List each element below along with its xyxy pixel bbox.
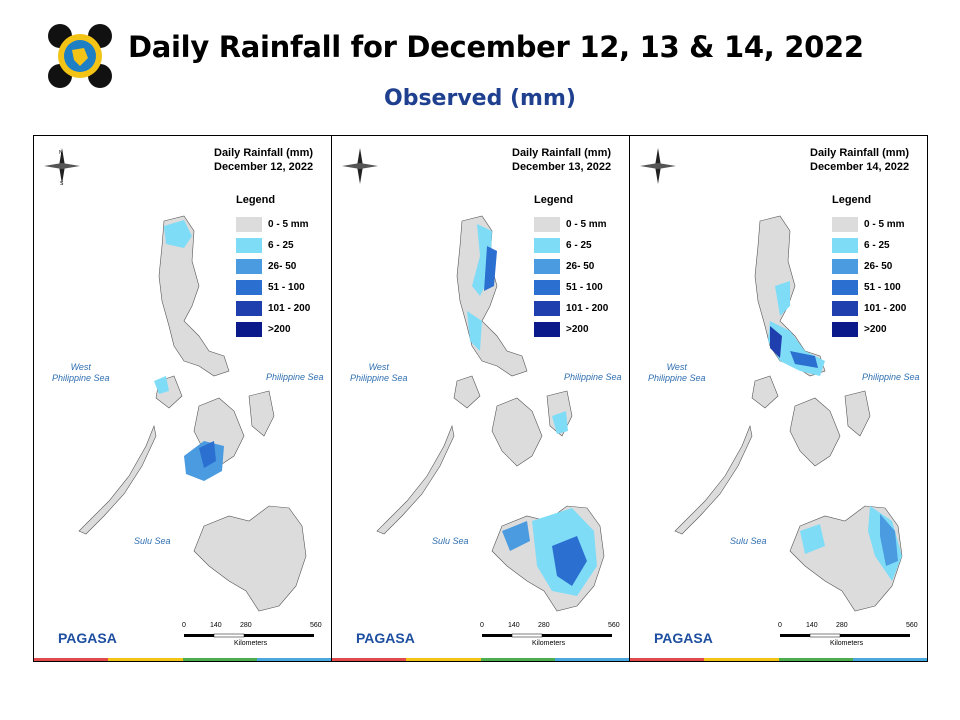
legend-title: Legend: [832, 194, 872, 206]
sea-label-west: West Philippine Sea: [648, 362, 706, 383]
legend-item: 0 - 5 mm: [236, 216, 309, 232]
legend-item: 26- 50: [832, 258, 892, 274]
philippines-map: [376, 215, 605, 612]
legend-title: Legend: [236, 194, 276, 206]
compass-rose: [638, 146, 678, 186]
pagasa-logo: [48, 24, 112, 88]
legend-item: 101 - 200: [832, 300, 906, 316]
panel-title-line2: December 12, 2022: [214, 161, 314, 173]
panel-title: Daily Rainfall (mm) December 13, 2022: [512, 146, 611, 174]
legend-item: 0 - 5 mm: [832, 216, 905, 232]
footer-bar: [630, 658, 927, 661]
panel-title-line1: Daily Rainfall (mm): [512, 147, 612, 159]
sea-label-east: Philippine Sea: [266, 372, 324, 382]
philippines-map: [78, 215, 307, 612]
legend-item: 101 - 200: [236, 300, 310, 316]
panel-title-line2: December 13, 2022: [512, 161, 612, 173]
legend-item: 6 - 25: [534, 237, 592, 253]
page-title: Daily Rainfall for December 12, 13 & 14,…: [128, 30, 864, 64]
sea-label-east: Philippine Sea: [862, 372, 920, 382]
footer-bar: [34, 658, 331, 661]
sea-label-sulu: Sulu Sea: [134, 536, 171, 546]
scale-bar: 0 140 280 560 Kilometers: [182, 622, 322, 647]
legend-item: 26- 50: [236, 258, 296, 274]
legend-item: 26- 50: [534, 258, 594, 274]
panel-title-line1: Daily Rainfall (mm): [214, 147, 314, 159]
sea-label-sulu: Sulu Sea: [730, 536, 767, 546]
legend-item: 6 - 25: [832, 237, 890, 253]
panel-title-line2: December 14, 2022: [810, 161, 910, 173]
pagasa-footer-logo: PAGASA: [58, 630, 117, 646]
compass-rose: [340, 146, 380, 186]
page-subtitle: Observed (mm): [384, 86, 576, 111]
legend-item: 101 - 200: [534, 300, 608, 316]
legend-item: 51 - 100: [832, 279, 901, 295]
legend-title: Legend: [534, 194, 574, 206]
sea-label-east: Philippine Sea: [564, 372, 622, 382]
pagasa-footer-logo: PAGASA: [654, 630, 713, 646]
footer-bar: [332, 658, 629, 661]
panel-title: Daily Rainfall (mm) December 14, 2022: [810, 146, 909, 174]
legend-item: 6 - 25: [236, 237, 294, 253]
panel-title: Daily Rainfall (mm) December 12, 2022: [214, 146, 313, 174]
legend-item: >200: [534, 321, 589, 337]
legend-item: 0 - 5 mm: [534, 216, 607, 232]
svg-text:N: N: [59, 150, 63, 156]
legend-item: 51 - 100: [534, 279, 603, 295]
sea-label-west: West Philippine Sea: [350, 362, 408, 383]
svg-text:S: S: [60, 181, 64, 186]
pagasa-footer-logo: PAGASA: [356, 630, 415, 646]
map-panel-dec-14: Daily Rainfall (mm) December 14, 2022 Le…: [630, 136, 927, 661]
map-panel-dec-13: Daily Rainfall (mm) December 13, 2022 Le…: [332, 136, 630, 661]
philippines-map: [674, 215, 903, 612]
legend-item: >200: [236, 321, 291, 337]
scale-bar: 0 140 280 560 Kilometers: [480, 622, 620, 647]
scale-bar: 0 140 280 560 Kilometers: [778, 622, 918, 647]
sea-label-west: West Philippine Sea: [52, 362, 110, 383]
legend-item: >200: [832, 321, 887, 337]
sea-label-sulu: Sulu Sea: [432, 536, 469, 546]
legend-item: 51 - 100: [236, 279, 305, 295]
panel-title-line1: Daily Rainfall (mm): [810, 147, 910, 159]
